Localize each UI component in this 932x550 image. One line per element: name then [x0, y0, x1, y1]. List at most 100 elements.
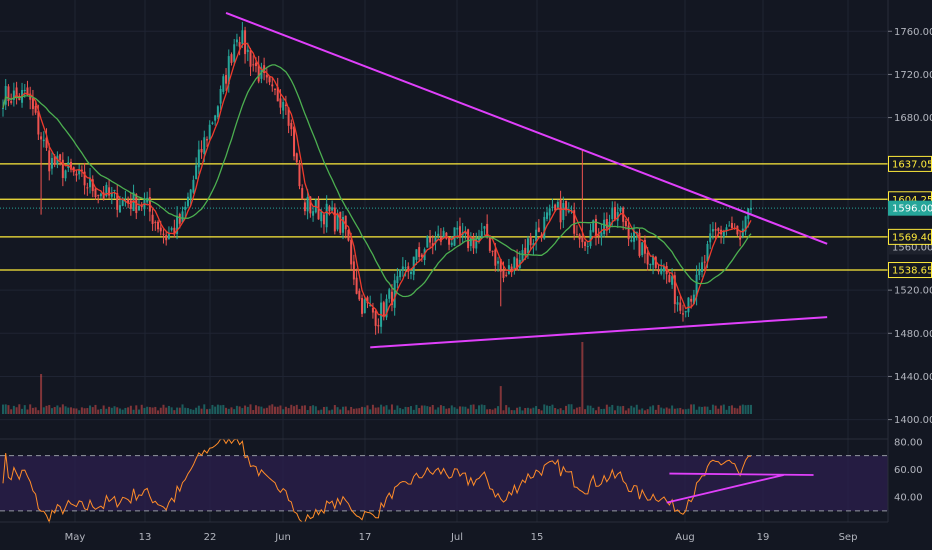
- volume-bar: [573, 409, 576, 414]
- rsi-scale[interactable]: 80.00 60.00 40.00: [894, 437, 923, 503]
- rsi-trendline[interactable]: [666, 474, 784, 504]
- price-scale[interactable]: 1760.00 1720.00 1680.00 1520.00 1480.00 1440.…: [888, 27, 932, 426]
- candle-body: [540, 234, 543, 237]
- candle-body: [407, 266, 410, 272]
- candle-body: [132, 192, 135, 212]
- volume-bar: [410, 406, 412, 414]
- candle-body: [649, 263, 652, 266]
- volume-bar: [437, 407, 440, 414]
- volume-bar: [371, 404, 374, 414]
- volume-bar: [442, 406, 445, 414]
- volume-bar: [633, 407, 636, 414]
- descending-resistance-trendline[interactable]: [225, 12, 828, 245]
- trendlines[interactable]: [225, 12, 828, 349]
- volume-bar: [450, 405, 453, 414]
- volume-bar: [203, 404, 206, 414]
- volume-bar: [603, 408, 606, 414]
- volume-bar: [646, 409, 649, 414]
- candle-body: [567, 210, 570, 213]
- candle-body: [690, 298, 693, 302]
- candle-body: [293, 126, 296, 157]
- candle-body: [347, 230, 350, 241]
- candle-body: [475, 238, 478, 249]
- candle-body: [505, 274, 508, 276]
- candle-body: [309, 196, 312, 214]
- fast-moving-average-line: [2, 42, 752, 318]
- volume-bar: [124, 407, 127, 414]
- volume-bar: [622, 405, 625, 414]
- ascending-support-trendline[interactable]: [370, 316, 828, 349]
- candle-body: [382, 302, 385, 317]
- candle-body: [118, 205, 121, 213]
- time-tick-label: Jun: [274, 532, 291, 543]
- candle-body: [208, 124, 211, 140]
- time-tick-label: 17: [359, 532, 372, 543]
- candle-body: [513, 257, 516, 270]
- volume-bar: [80, 407, 83, 414]
- volume-bar: [78, 410, 81, 414]
- candle-body: [61, 159, 64, 178]
- candle-body: [744, 216, 747, 232]
- candle-body: [64, 170, 67, 179]
- candle-body: [630, 239, 633, 242]
- volume-bar: [287, 408, 290, 414]
- volume-bar: [469, 404, 472, 414]
- volume-bar: [616, 405, 619, 414]
- candle-body: [274, 88, 276, 90]
- volume-bar: [600, 408, 603, 414]
- volume-bar: [706, 406, 709, 414]
- candle-body: [399, 269, 402, 278]
- volume-bar: [393, 409, 396, 414]
- volume-bar: [668, 408, 671, 414]
- volume-bar: [396, 405, 399, 414]
- candle-body: [165, 235, 168, 241]
- candle-body: [113, 189, 116, 191]
- volume-bar: [70, 407, 72, 414]
- volume-bar: [15, 407, 18, 414]
- volume-bar: [75, 408, 78, 414]
- volume-bar: [695, 409, 698, 414]
- volume-bar: [276, 406, 279, 414]
- volume-bar: [184, 407, 187, 414]
- volume-bar: [456, 408, 459, 414]
- volume-bar: [374, 407, 377, 414]
- volume-bar: [355, 408, 358, 414]
- candle-body: [352, 261, 355, 280]
- candle-body: [676, 302, 679, 305]
- candle-body: [178, 213, 181, 224]
- rsi-trendline[interactable]: [669, 472, 814, 476]
- volume-bar: [263, 408, 266, 414]
- candle-body: [573, 210, 576, 234]
- volume-bar: [301, 405, 304, 414]
- candle-body: [657, 270, 660, 272]
- volume-bar: [129, 405, 132, 414]
- volume-bar: [431, 404, 434, 414]
- candle-body: [246, 49, 249, 53]
- volume-bar: [178, 407, 181, 414]
- volume-bar: [453, 407, 456, 414]
- candle-body: [249, 50, 252, 67]
- volume-bar: [711, 404, 714, 414]
- volume-bar: [265, 407, 268, 414]
- volume-bar: [586, 405, 589, 414]
- candle-body: [143, 199, 146, 210]
- volume-bar: [551, 404, 554, 414]
- price-tag-partial: 1560.00: [892, 243, 932, 254]
- volume-bar: [61, 404, 64, 414]
- volume-bar: [418, 408, 421, 414]
- candle-body: [2, 107, 4, 109]
- candle-body: [181, 211, 184, 223]
- volume-bar: [692, 404, 695, 414]
- volume-bar: [21, 408, 24, 414]
- candle-body: [361, 298, 364, 314]
- time-scale[interactable]: May 13 22 Jun 17 Jul 15 Aug 19 Sep: [65, 532, 858, 543]
- volume-bar: [722, 404, 725, 414]
- candle-body: [616, 212, 619, 221]
- candle-body: [633, 230, 636, 242]
- volume-bar: [252, 410, 255, 414]
- volume-bar: [89, 405, 92, 414]
- candle-body: [328, 206, 331, 212]
- candle-body: [725, 227, 728, 231]
- candle-body: [597, 234, 600, 236]
